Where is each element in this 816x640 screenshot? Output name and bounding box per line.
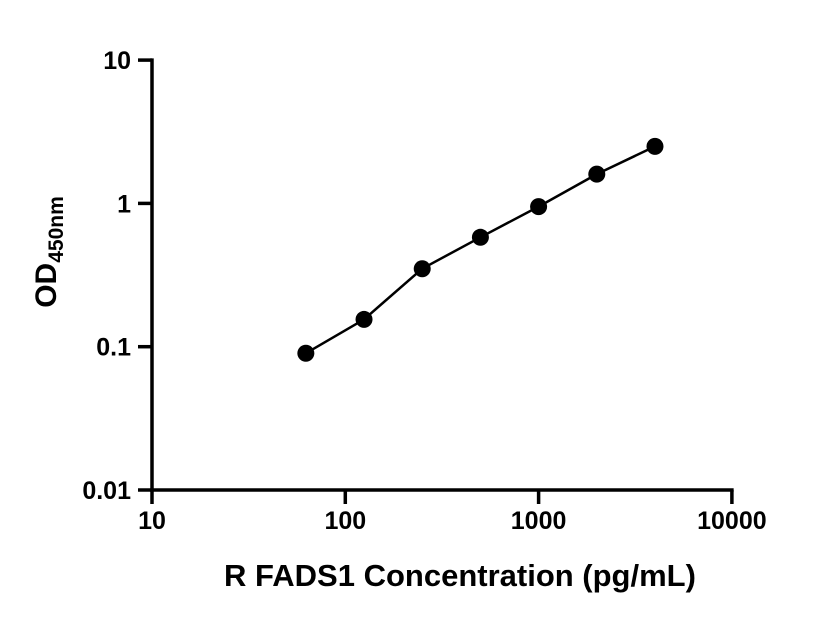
x-axis-title: R FADS1 Concentration (pg/mL)	[224, 558, 696, 593]
data-point	[355, 310, 373, 328]
data-point	[530, 198, 548, 216]
data-point	[588, 165, 606, 183]
y-axis-tick-label: 10	[103, 47, 131, 75]
y-axis-title-main: OD	[30, 262, 63, 308]
y-axis-tick-label: 0.1	[96, 334, 131, 362]
data-point	[471, 228, 489, 246]
x-axis-tick-label: 100	[324, 507, 366, 535]
x-axis-tick-label: 10	[138, 507, 166, 535]
data-point	[646, 137, 664, 155]
x-axis-tick-label: 10000	[697, 507, 767, 535]
x-axis-tick-label: 1000	[511, 507, 567, 535]
y-axis-title-subscript: 450nm	[45, 196, 68, 263]
data-point	[413, 260, 431, 278]
y-axis-tick-label: 1	[117, 190, 131, 218]
y-axis-title: OD450nm	[27, 102, 68, 402]
y-axis-tick-label: 0.01	[82, 477, 131, 505]
data-point	[297, 344, 315, 362]
